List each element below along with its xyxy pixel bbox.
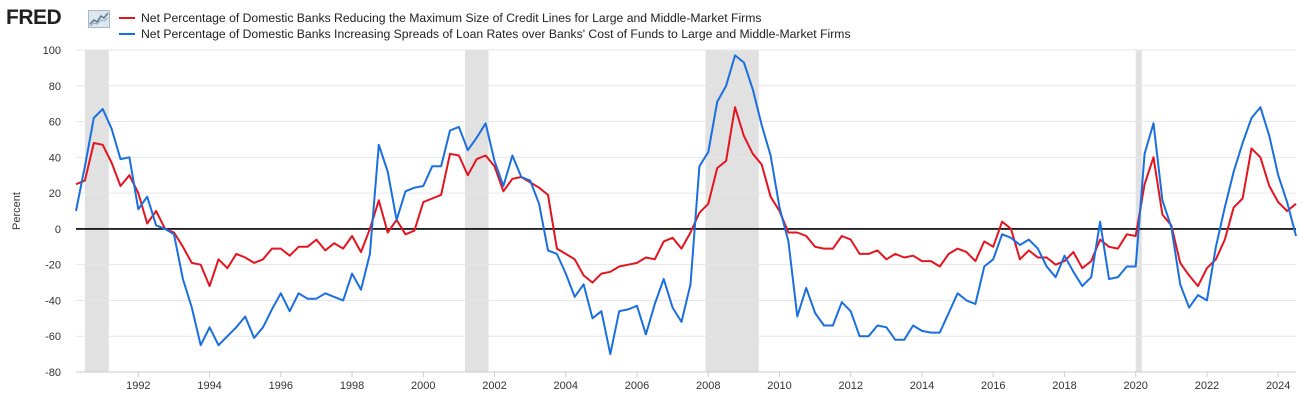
recession-band-3 xyxy=(705,50,759,372)
y-axis-title: Percent xyxy=(11,192,23,230)
x-tick-label: 1994 xyxy=(197,380,221,392)
legend-label-series-1: Net Percentage of Domestic Banks Reducin… xyxy=(141,11,762,25)
legend-swatch-red xyxy=(119,17,135,19)
series-line-2 xyxy=(75,54,1297,356)
y-axis-ticks: 100 80 60 40 20 0 -20 -40 -60 -80 xyxy=(43,45,61,379)
y-tick-label: 40 xyxy=(49,152,61,164)
x-tick-label: 2020 xyxy=(1123,380,1147,392)
y-tick-label: -20 xyxy=(45,260,61,272)
fred-logo[interactable]: FRED xyxy=(6,6,110,30)
x-tick-label: 1998 xyxy=(340,380,364,392)
x-tick-label: 2024 xyxy=(1266,380,1290,392)
legend-item-series-2[interactable]: Net Percentage of Domestic Banks Increas… xyxy=(119,26,851,42)
legend-item-series-1[interactable]: Net Percentage of Domestic Banks Reducin… xyxy=(119,10,851,26)
x-tick-label: 2022 xyxy=(1195,380,1219,392)
fred-logo-text: FRED xyxy=(6,6,62,29)
legend-swatch-blue xyxy=(119,33,135,35)
x-tick-label: 2010 xyxy=(767,380,791,392)
x-tick-label: 2006 xyxy=(625,380,649,392)
y-tick-label: 20 xyxy=(49,188,61,200)
recession-band-2 xyxy=(464,50,489,372)
trend-chart-icon xyxy=(88,10,110,28)
y-tick-label: -40 xyxy=(45,295,61,307)
x-tick-label: 2008 xyxy=(696,380,720,392)
x-axis-ticks: 1992 1994 1996 1998 2000 2002 2004 2006 2008 2010… xyxy=(76,371,1296,392)
y-tick-label: -60 xyxy=(45,331,61,343)
x-tick-label: 1992 xyxy=(126,380,150,392)
x-tick-label: 1996 xyxy=(269,380,293,392)
data-series xyxy=(75,54,1297,356)
x-tick-label: 2012 xyxy=(839,380,863,392)
recession-band-1 xyxy=(84,50,109,372)
x-tick-label: 2016 xyxy=(981,380,1005,392)
y-tick-label: 0 xyxy=(55,224,61,236)
x-tick-label: 2018 xyxy=(1052,380,1076,392)
y-tick-label: 80 xyxy=(49,81,61,93)
chart-legend: Net Percentage of Domestic Banks Reducin… xyxy=(119,10,851,42)
recession-bands xyxy=(84,50,1142,372)
y-tick-label: 60 xyxy=(49,117,61,129)
legend-label-series-2: Net Percentage of Domestic Banks Increas… xyxy=(141,27,851,41)
y-tick-label: -80 xyxy=(45,367,61,379)
gridlines xyxy=(76,49,1296,373)
x-tick-label: 2014 xyxy=(910,380,934,392)
x-tick-label: 2000 xyxy=(411,380,435,392)
x-tick-label: 2004 xyxy=(554,380,578,392)
x-tick-label: 2002 xyxy=(482,380,506,392)
recession-band-4 xyxy=(1135,50,1142,372)
y-tick-label: 100 xyxy=(43,45,61,57)
series-line-1 xyxy=(75,106,1297,288)
